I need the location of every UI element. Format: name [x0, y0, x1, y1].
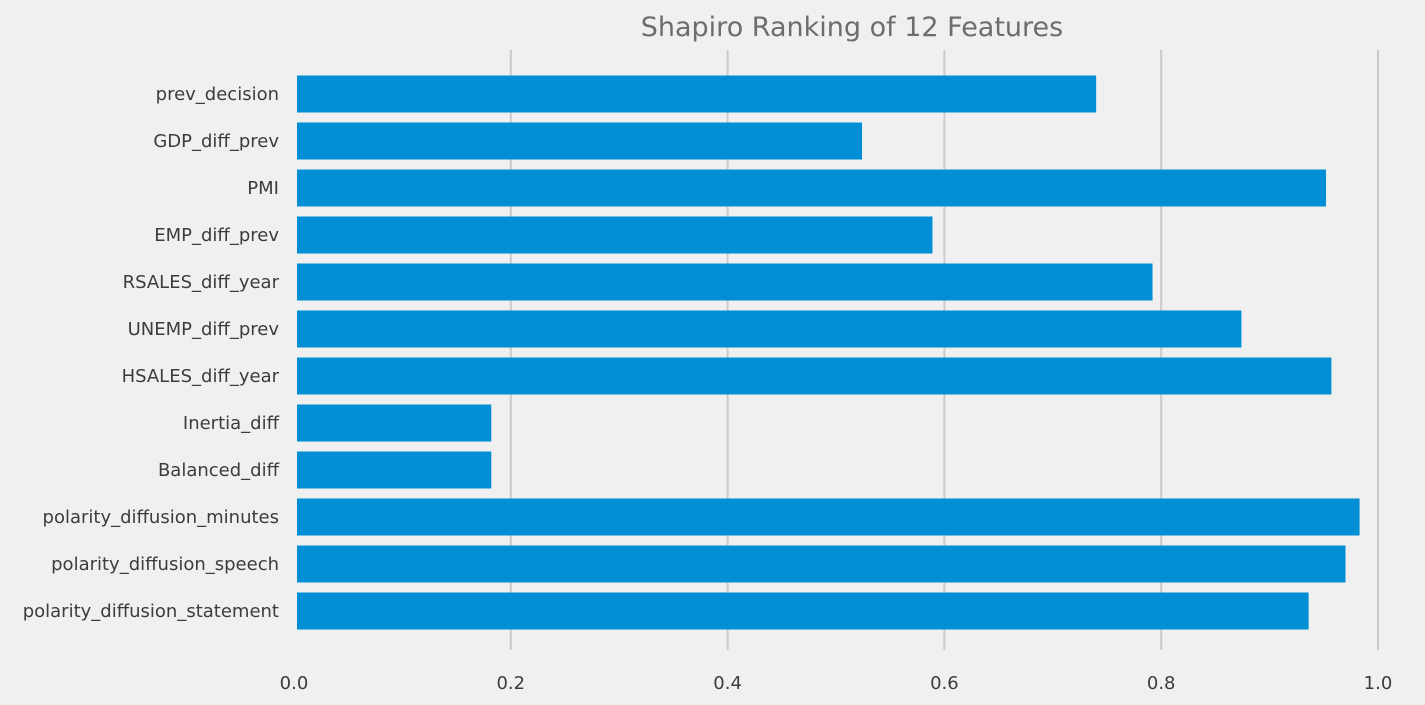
x-tick-label: 0.2 [496, 673, 525, 694]
y-tick-label: polarity_diffusion_statement [23, 601, 279, 622]
chart-title: Shapiro Ranking of 12 Features [641, 12, 1063, 43]
y-tick-label: GDP_diff_prev [153, 131, 279, 152]
bar-prev-decision [297, 75, 1097, 113]
y-tick-label: PMI [247, 178, 279, 199]
bar-hsales-diff-year [297, 357, 1332, 395]
bar-polarity-diffusion-minutes [297, 498, 1360, 536]
bar-rsales-diff-year [297, 263, 1153, 301]
x-tick-label: 1.0 [1364, 673, 1393, 694]
y-tick-label: Inertia_diff [183, 413, 280, 434]
y-tick-label: EMP_diff_prev [154, 225, 279, 246]
bar-pmi [297, 169, 1326, 207]
bar-balanced-diff [297, 451, 492, 489]
y-tick-labels: prev_decision GDP_diff_prev PMI EMP_diff_pr… [23, 84, 280, 622]
bar-polarity-diffusion-statement [297, 592, 1309, 630]
y-tick-label: UNEMP_diff_prev [128, 319, 280, 340]
bar-inertia-diff [297, 404, 492, 442]
x-tick-label: 0.4 [713, 673, 742, 694]
bar-gdp-diff-prev [297, 122, 863, 160]
x-tick-label: 0.6 [930, 673, 959, 694]
bar-polarity-diffusion-speech [297, 545, 1346, 583]
bar-unemp-diff-prev [297, 310, 1242, 348]
x-tick-label: 0.0 [280, 673, 309, 694]
x-tick-labels: 0.0 0.2 0.4 0.6 0.8 1.0 [280, 673, 1393, 694]
bar-layer [297, 75, 1360, 630]
y-tick-label: HSALES_diff_year [122, 366, 280, 387]
y-tick-label: RSALES_diff_year [123, 272, 280, 293]
y-tick-label: polarity_diffusion_speech [51, 554, 279, 575]
bar-emp-diff-prev [297, 216, 933, 254]
x-tick-label: 0.8 [1147, 673, 1176, 694]
y-tick-label: Balanced_diff [158, 460, 280, 481]
y-tick-label: prev_decision [156, 84, 279, 105]
y-tick-label: polarity_diffusion_minutes [43, 507, 279, 528]
